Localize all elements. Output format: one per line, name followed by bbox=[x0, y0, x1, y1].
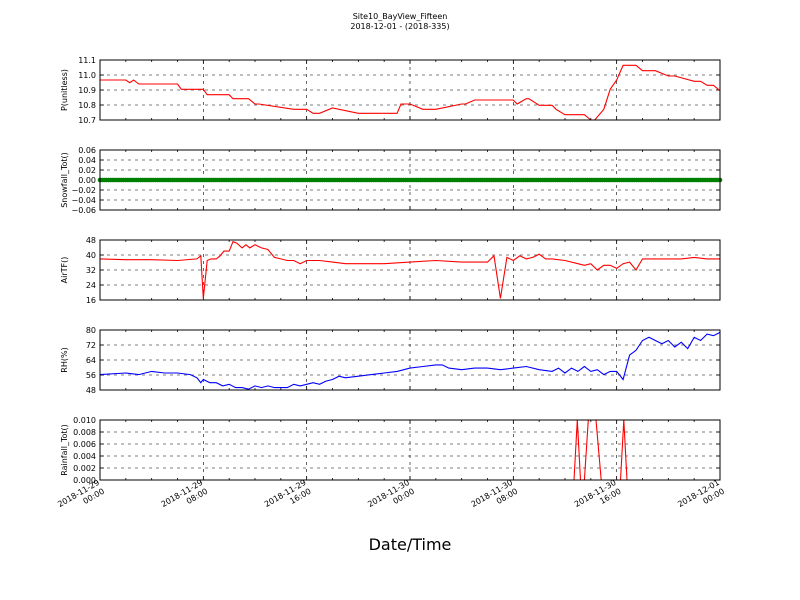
chart-title-line2: 2018-12-01 - (2018-335) bbox=[350, 22, 449, 31]
y-tick-label: 32 bbox=[86, 266, 96, 275]
subplot-5: 0.000 0.002 0.004 0.006 0.008 0.010 Rainfall_T… bbox=[60, 416, 721, 485]
x-axis-label: Date/Time bbox=[369, 535, 452, 554]
x-axis-tick-labels: 2018-11-2900:00 2018-11-2908:00 2018-11-29… bbox=[56, 478, 726, 518]
y-tick-label: 80 bbox=[86, 326, 96, 335]
y-tick-label: 10.9 bbox=[78, 86, 96, 95]
y-tick-label: 10.7 bbox=[78, 116, 96, 125]
y-tick-label: 0.008 bbox=[73, 428, 96, 437]
y-tick-label: 0.002 bbox=[73, 464, 96, 473]
axes-frame bbox=[99, 149, 721, 211]
y-tick-label: 0.04 bbox=[78, 156, 96, 165]
y-tick-label: 11.0 bbox=[78, 71, 96, 80]
subplot-1: 10.7 10.8 10.9 11.0 11.1 P(unitless) bbox=[60, 56, 721, 125]
y-tick-label: 40 bbox=[86, 251, 96, 260]
y-tick-label: 10.8 bbox=[78, 101, 96, 110]
y-tick-label: 0.004 bbox=[73, 452, 96, 461]
y-tick-label: 56 bbox=[86, 371, 96, 380]
series-line bbox=[99, 240, 720, 299]
axes-frame bbox=[99, 419, 721, 481]
x-tick-label: 2018-12-0100:00 bbox=[676, 478, 726, 518]
y-tick-label: −0.04 bbox=[71, 196, 96, 205]
y-tick-label: 0.06 bbox=[78, 146, 96, 155]
y-tick-label: −0.02 bbox=[71, 186, 96, 195]
y-tick-label: 0.00 bbox=[78, 176, 96, 185]
chart-title-line1: Site10_BayView_Fifteen bbox=[353, 12, 448, 21]
y-axis-label: RH(%) bbox=[60, 347, 69, 372]
y-axis-label: AirTF() bbox=[60, 257, 69, 284]
y-axis-label: P(unitless) bbox=[60, 69, 69, 111]
y-axis-label: Rainfall_Tot() bbox=[60, 424, 69, 476]
y-tick-label: 0.000 bbox=[73, 476, 96, 485]
axes-frame bbox=[99, 239, 721, 301]
y-tick-label: 72 bbox=[86, 341, 96, 350]
series-line bbox=[99, 331, 721, 390]
y-tick-label: 16 bbox=[86, 296, 96, 305]
y-tick-label: 0.02 bbox=[78, 166, 96, 175]
x-tick-label: 2018-11-3000:00 bbox=[366, 478, 416, 518]
x-tick-label: 2018-11-2908:00 bbox=[160, 478, 210, 518]
axes-frame bbox=[99, 59, 721, 121]
y-tick-label: 0.010 bbox=[73, 416, 96, 425]
y-tick-label: 48 bbox=[86, 236, 96, 245]
y-tick-label: 24 bbox=[86, 281, 96, 290]
x-tick-label: 2018-11-3016:00 bbox=[573, 478, 623, 518]
y-tick-label: 0.006 bbox=[73, 440, 96, 449]
y-tick-label: 64 bbox=[86, 356, 96, 365]
y-tick-label: 48 bbox=[86, 386, 96, 395]
x-tick-label: 2018-11-3008:00 bbox=[470, 478, 520, 518]
y-tick-label: 11.1 bbox=[78, 56, 96, 65]
y-tick-label: −0.06 bbox=[71, 206, 96, 215]
series-line bbox=[100, 64, 721, 121]
y-axis-label: Snowfall_Tot() bbox=[60, 152, 69, 208]
subplot-panels: 10.710.810.911.011.1P(unitless)−0.06−0.0… bbox=[60, 56, 723, 485]
subplot-3: 16 24 32 40 48 AirTF() bbox=[60, 236, 721, 305]
subplot-4: 48 56 64 72 80 RH(%) bbox=[60, 326, 721, 395]
axes-frame bbox=[99, 329, 721, 391]
subplot-2: −0.06−0.04−0.020.000.020.040.06 Snowfall_… bbox=[60, 146, 723, 215]
x-tick-label: 2018-11-2916:00 bbox=[263, 478, 313, 518]
